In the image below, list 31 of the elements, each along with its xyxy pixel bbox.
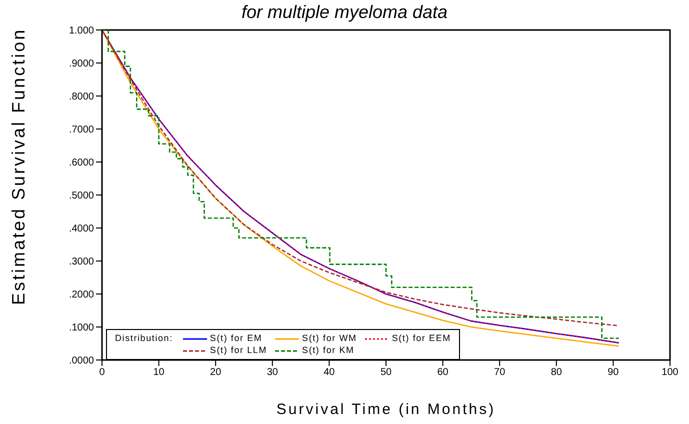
legend-label: S(t) for EM xyxy=(210,333,262,344)
y-tick-label: .4000 xyxy=(68,224,94,235)
legend-label: S(t) for WM xyxy=(302,333,357,344)
legend-label: S(t) for LLM xyxy=(210,345,268,356)
x-tick-label: 80 xyxy=(550,367,562,378)
y-tick-label: .9000 xyxy=(68,58,94,70)
y-tick-label: .1000 xyxy=(68,322,94,334)
legend-label: S(t) for EEM xyxy=(392,333,451,344)
x-tick-label: 90 xyxy=(608,367,620,378)
chart-title: for multiple myeloma data xyxy=(240,2,449,23)
y-tick-label: .6000 xyxy=(68,158,94,169)
y-tick-label: .3000 xyxy=(68,256,94,268)
y-tick-label: .5000 xyxy=(68,190,94,202)
x-tick-label: 0 xyxy=(99,367,106,378)
x-axis-title: Survival Time (in Months) xyxy=(276,401,496,418)
y-tick-label: 1.000 xyxy=(68,26,94,37)
x-tick-label: 60 xyxy=(437,367,449,378)
legend-title: Distribution: xyxy=(115,333,173,344)
x-tick-label: 100 xyxy=(662,367,679,378)
y-tick-label: .2000 xyxy=(68,290,94,301)
x-tick-label: 30 xyxy=(266,367,278,378)
y-tick-label: .8000 xyxy=(68,92,94,103)
x-tick-label: 50 xyxy=(380,367,392,378)
y-tick-label: .7000 xyxy=(68,124,94,136)
x-tick-label: 20 xyxy=(210,367,222,378)
y-axis-title: Estimated Survival Function xyxy=(8,28,28,305)
x-tick-label: 70 xyxy=(494,367,506,378)
x-tick-label: 40 xyxy=(324,367,336,378)
y-tick-label: .0000 xyxy=(68,356,94,367)
x-tick-label: 10 xyxy=(153,367,165,378)
legend-label: S(t) for KM xyxy=(302,345,354,356)
